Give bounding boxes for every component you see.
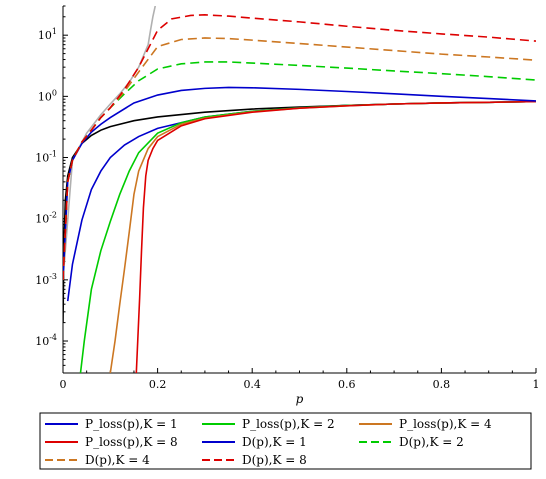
legend-label: P_loss(p),K = 1 <box>85 417 178 431</box>
y-tick-label: 10-3 <box>35 272 57 287</box>
x-tick-label: 1 <box>533 378 540 391</box>
x-tick-label: 0.6 <box>338 378 356 391</box>
y-tick-label: 101 <box>38 27 57 42</box>
curves-group <box>63 6 536 373</box>
x-tick-label: 0.2 <box>149 378 167 391</box>
x-axis-label: p <box>296 392 304 406</box>
legend-label: D(p),K = 2 <box>399 435 464 449</box>
legend-label: D(p),K = 1 <box>242 435 307 449</box>
series-line-5 <box>63 86 536 280</box>
axes-group: 0 0.2 0.4 0.6 0.8 1 p 10-4 10-3 10-2 10-1 100 101 <box>35 5 540 406</box>
x-tick-label: 0.4 <box>243 378 261 391</box>
reference-curve-black <box>63 100 536 323</box>
legend: P_loss(p),K = 1 P_loss(p),K = 2 P_loss(p),… <box>39 412 532 470</box>
series-line-6 <box>63 61 536 280</box>
y-tick-label: 100 <box>38 88 57 103</box>
legend-box <box>39 412 532 470</box>
legend-label: D(p),K = 4 <box>85 453 150 467</box>
legend-label: P_loss(p),K = 2 <box>242 417 335 431</box>
series-line-2 <box>79 100 536 373</box>
y-tick-label: 10-1 <box>35 150 57 165</box>
y-tick-label: 10-4 <box>35 333 57 348</box>
series-line-1 <box>66 100 536 302</box>
y-tick-label: 10-2 <box>35 211 57 226</box>
series-line-8 <box>63 14 536 280</box>
legend-label: D(p),K = 8 <box>242 453 307 467</box>
x-tick-label: 0.8 <box>433 378 451 391</box>
x-tick-label: 0 <box>60 378 67 391</box>
legend-label: P_loss(p),K = 4 <box>399 417 492 431</box>
series-line-4 <box>135 100 536 373</box>
legend-label: P_loss(p),K = 8 <box>85 435 178 449</box>
series-line-3 <box>109 100 536 373</box>
